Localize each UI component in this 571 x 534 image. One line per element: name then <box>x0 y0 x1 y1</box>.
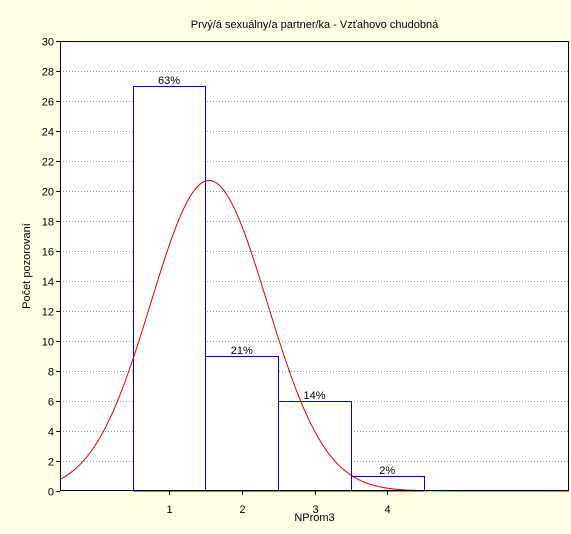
y-tick-label: 14 <box>42 277 54 289</box>
x-tick-label: 3 <box>312 504 318 516</box>
chart-title: Prvý/á sexuálny/a partner/ka - Vzťahovo … <box>191 19 439 31</box>
bar-percent-label: 2% <box>379 465 395 477</box>
plot-frame <box>60 41 569 491</box>
x-tick-label: 1 <box>166 504 172 516</box>
bar <box>205 356 279 492</box>
y-tick-label: 18 <box>42 217 54 229</box>
bar <box>133 86 206 492</box>
x-tick-label: 4 <box>384 504 390 516</box>
bar-percent-label: 63% <box>158 75 180 87</box>
y-tick-label: 4 <box>48 427 54 439</box>
y-tick-label: 10 <box>42 337 54 349</box>
y-tick-label: 30 <box>42 37 54 49</box>
y-tick-label: 12 <box>42 307 54 319</box>
bar-percent-label: 14% <box>303 390 325 402</box>
x-axis-label: NProm3 <box>294 512 334 524</box>
y-tick-label: 24 <box>42 127 54 139</box>
y-tick-label: 8 <box>48 367 54 379</box>
y-tick-label: 28 <box>42 67 54 79</box>
y-tick-label: 22 <box>42 157 54 169</box>
bar <box>351 476 425 492</box>
y-tick-label: 2 <box>48 457 54 469</box>
bar <box>278 401 352 492</box>
bar-percent-label: 21% <box>231 345 253 357</box>
y-tick-label: 0 <box>48 487 54 499</box>
y-tick-label: 6 <box>48 397 54 409</box>
y-tick-label: 16 <box>42 247 54 259</box>
y-tick-label: 26 <box>42 97 54 109</box>
x-axis-ticks: 1 2 3 4 <box>166 491 391 516</box>
x-tick-label: 2 <box>239 504 245 516</box>
bars <box>133 86 425 492</box>
y-tick-label: 20 <box>42 187 54 199</box>
y-axis-label: Počet pozorovaní <box>21 223 33 309</box>
bar-labels: 63% 21% 14% 2% <box>158 75 395 477</box>
